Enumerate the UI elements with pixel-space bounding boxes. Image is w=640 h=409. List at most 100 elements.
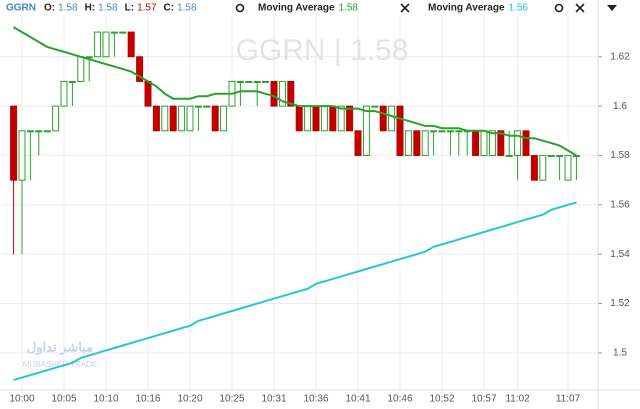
- candle-body: [85, 56, 93, 59]
- candle-body: [564, 154, 572, 181]
- close-icon[interactable]: [400, 3, 410, 13]
- candle-body: [488, 130, 496, 156]
- candle-body: [396, 105, 404, 156]
- y-tick-label: 1.52: [610, 298, 630, 309]
- candle-body: [421, 130, 429, 156]
- legend-value: 1.58: [339, 3, 359, 14]
- ohlc-label: L:: [125, 3, 134, 14]
- x-tick-label: 10:52: [429, 394, 454, 405]
- dropdown-icon[interactable]: [607, 5, 617, 11]
- candle-body: [52, 105, 60, 132]
- ohlc-value: 1.58: [58, 3, 78, 14]
- x-tick-label: 10:41: [345, 394, 370, 405]
- ma-line: [13, 201, 577, 382]
- watermark: GGRN | 1.58: [236, 34, 409, 67]
- x-tick-label: 10:31: [261, 394, 286, 405]
- ohlc-label: C:: [164, 3, 175, 14]
- candle-body: [446, 130, 454, 133]
- x-tick-label: 10:00: [9, 394, 34, 405]
- candle-body: [472, 130, 480, 156]
- ohlc-label: H:: [85, 3, 96, 14]
- candle-body: [253, 80, 261, 83]
- candle-body: [119, 31, 127, 34]
- x-tick-label: 11:02: [505, 394, 530, 405]
- x-tick-label: 10:16: [135, 394, 160, 405]
- ohlc-label: O:: [44, 3, 55, 14]
- settings-icon[interactable]: [554, 3, 564, 13]
- header-bg: [0, 0, 596, 16]
- candle-body: [312, 105, 320, 132]
- candle-body: [161, 105, 169, 132]
- candle-body: [110, 31, 118, 34]
- x-tick-label: 10:46: [387, 394, 412, 405]
- y-tick-label: 1.6: [613, 101, 627, 112]
- x-tick-label: 10:25: [219, 394, 244, 405]
- candle-body: [220, 105, 228, 132]
- candle-body: [262, 80, 270, 83]
- candle-body: [26, 130, 34, 133]
- candle-body: [480, 130, 488, 156]
- x-tick-label: 11:07: [556, 394, 581, 405]
- candle-body: [68, 80, 76, 83]
- candle-body: [362, 105, 370, 156]
- candle-body: [211, 105, 219, 132]
- ohlc-value: 1.58: [98, 3, 118, 14]
- y-tick-label: 1.62: [610, 51, 630, 62]
- candle-body: [295, 105, 303, 132]
- candle-body: [572, 154, 580, 157]
- candle-body: [547, 154, 555, 157]
- settings-icon[interactable]: [235, 3, 245, 13]
- candle-body: [497, 130, 505, 156]
- candle-body: [144, 80, 152, 107]
- candle-body: [404, 130, 412, 156]
- candle-body: [539, 154, 547, 181]
- candle-body: [203, 105, 211, 108]
- candle-body: [556, 154, 564, 157]
- candle-body: [77, 56, 85, 82]
- symbol: GGRN: [6, 3, 36, 14]
- y-tick-label: 1.5: [613, 348, 627, 359]
- candle-body: [329, 105, 337, 132]
- candle-body: [354, 130, 362, 156]
- candle-body: [35, 130, 43, 133]
- y-tick-label: 1.58: [610, 150, 630, 161]
- candle-body: [530, 154, 538, 181]
- candle-body: [18, 130, 26, 181]
- candle-body: [127, 31, 135, 58]
- candle-body: [278, 80, 286, 107]
- logo-arabic: مباشر تداول: [27, 339, 93, 355]
- close-icon[interactable]: [575, 3, 585, 13]
- candle-body: [287, 80, 295, 107]
- candle-body: [514, 130, 522, 156]
- candle-body: [194, 105, 202, 108]
- x-tick-label: 10:36: [303, 394, 328, 405]
- candle-body: [522, 130, 530, 156]
- candle-body: [413, 130, 421, 156]
- candle-body: [169, 105, 177, 132]
- candle-body: [438, 130, 446, 133]
- candle-body: [152, 105, 160, 132]
- y-tick-label: 1.54: [610, 249, 630, 260]
- candle-body: [270, 80, 278, 107]
- candle-body: [379, 105, 387, 132]
- candle-body: [186, 105, 194, 132]
- candle-body: [136, 56, 144, 82]
- candle-body: [43, 130, 51, 133]
- candle-body: [178, 105, 186, 132]
- candle-body: [346, 105, 354, 132]
- candle-body: [455, 130, 463, 133]
- legend-name: Moving Average: [258, 3, 335, 14]
- x-tick-label: 10:10: [93, 394, 118, 405]
- y-tick-label: 1.56: [610, 199, 630, 210]
- candle-body: [94, 31, 102, 58]
- ohlc-value: 1.57: [137, 3, 157, 14]
- candle-body: [102, 31, 110, 58]
- ohlc-value: 1.58: [177, 3, 197, 14]
- candle-body: [236, 80, 244, 83]
- candle-body: [60, 80, 68, 107]
- legend-name: Moving Average: [428, 3, 505, 14]
- candle-body: [304, 105, 312, 132]
- candle-body: [505, 154, 513, 157]
- candle-body: [245, 80, 253, 83]
- candle-body: [430, 130, 438, 133]
